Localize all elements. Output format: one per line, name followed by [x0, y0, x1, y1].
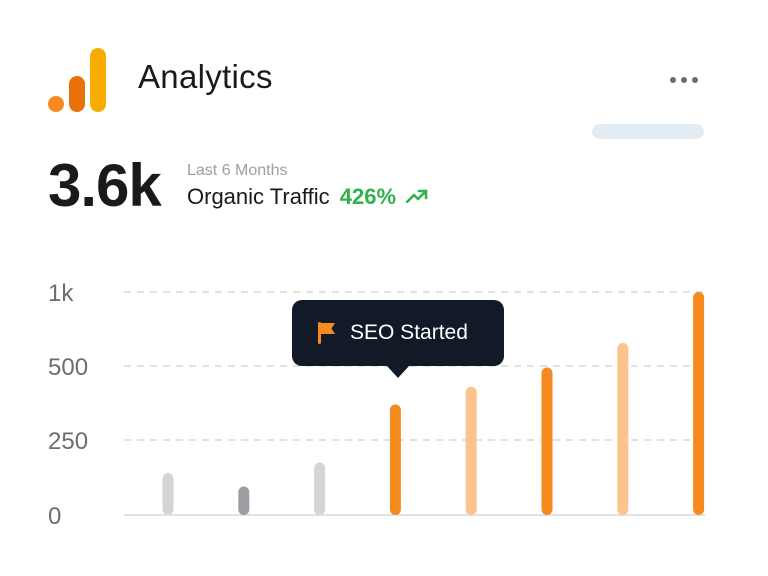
- period-label: Last 6 Months: [187, 162, 288, 179]
- bar-1[interactable]: [162, 473, 174, 515]
- bar-chart-logo-icon: [48, 48, 106, 112]
- more-horizontal-icon: [692, 77, 698, 83]
- trending-up-icon: [406, 189, 428, 203]
- bar-5[interactable]: [465, 386, 477, 515]
- more-horizontal-icon: [681, 77, 687, 83]
- change-percent: 426%: [339, 184, 397, 209]
- bar-2[interactable]: [238, 486, 250, 516]
- y-tick-label: 1k: [48, 280, 74, 307]
- bar-7[interactable]: [617, 343, 629, 515]
- tooltip-text: SEO Started: [350, 321, 468, 344]
- bar-4[interactable]: [389, 404, 401, 515]
- y-tick-label: 250: [48, 428, 88, 455]
- card-title: Analytics: [138, 58, 273, 95]
- total-value: 3.6k: [48, 152, 162, 219]
- bar-6[interactable]: [541, 367, 553, 515]
- y-tick-label: 0: [48, 503, 61, 530]
- loading-placeholder-bar: [592, 124, 704, 139]
- seo-started-tooltip: SEO Started: [292, 300, 504, 378]
- metric-label: Organic Traffic: [187, 184, 330, 209]
- metric-row: Organic Traffic 426%: [187, 184, 428, 210]
- more-horizontal-icon: [670, 77, 676, 83]
- more-options-button[interactable]: [664, 70, 704, 90]
- bar-8[interactable]: [693, 292, 705, 515]
- flag-icon: [318, 322, 335, 344]
- y-tick-label: 500: [48, 354, 88, 381]
- bar-3[interactable]: [314, 462, 326, 516]
